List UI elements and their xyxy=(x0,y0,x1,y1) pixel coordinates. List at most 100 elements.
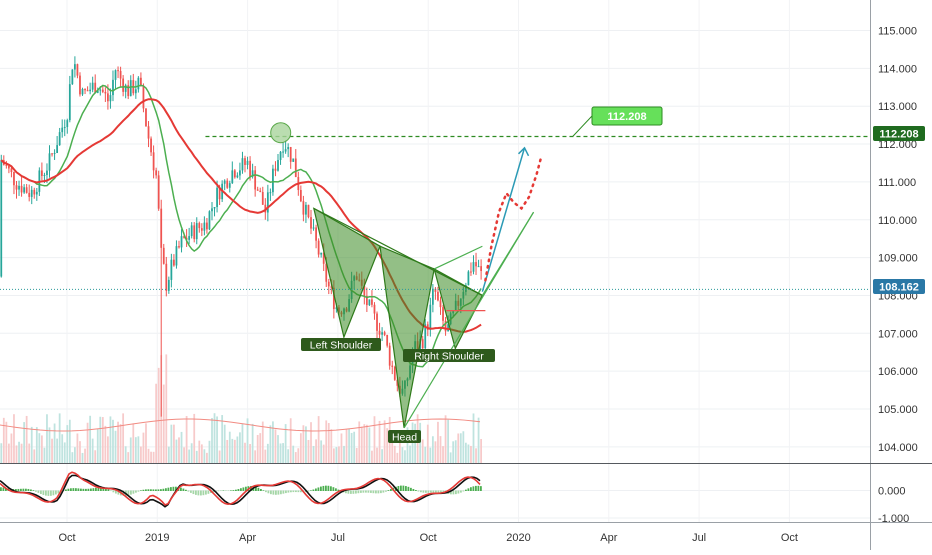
candle-body xyxy=(99,89,102,91)
macd-histogram-bar xyxy=(355,490,357,494)
volume-bar xyxy=(439,436,442,463)
macd-histogram-bar xyxy=(345,490,347,494)
candle-body xyxy=(96,90,99,93)
candle-body xyxy=(58,132,61,146)
macd-histogram-bar xyxy=(140,490,142,491)
volume-bar xyxy=(426,424,429,463)
top-marker-circle xyxy=(270,122,292,144)
candle-body xyxy=(41,170,43,176)
macd-histogram-bar xyxy=(427,490,430,493)
volume-bar xyxy=(251,423,254,463)
macd-histogram-bar xyxy=(40,490,42,494)
candle-body xyxy=(193,225,196,240)
macd-histogram-bar xyxy=(202,490,205,496)
volume-bar xyxy=(76,433,79,463)
candle-body xyxy=(104,91,107,94)
volume-bar xyxy=(325,420,328,463)
macd-histogram-bar xyxy=(285,490,287,494)
candle-body xyxy=(396,379,399,386)
price-tick-label: 114.000 xyxy=(878,63,917,75)
candle-body xyxy=(84,88,86,91)
macd-histogram-bar xyxy=(15,489,17,491)
macd-histogram-bar xyxy=(372,490,375,494)
wedge-upper-line xyxy=(433,245,483,270)
volume-bar xyxy=(140,446,142,463)
volume-bar xyxy=(226,439,229,463)
candle-body xyxy=(312,227,315,229)
macd-histogram-bar xyxy=(460,490,462,493)
volume-bar xyxy=(269,425,272,463)
osc-tick-label: -1.000 xyxy=(878,513,909,525)
volume-bar xyxy=(363,424,366,463)
macd-histogram-bar xyxy=(457,490,460,494)
volume-bar xyxy=(137,436,140,463)
pattern-labels: Left Shoulder Head Right Shoulder xyxy=(301,338,495,444)
volume-bar xyxy=(322,444,325,463)
time-tick-label: Jul xyxy=(692,532,706,544)
volume-bar xyxy=(246,418,249,463)
macd-histogram-bar xyxy=(347,490,350,494)
volume-bar xyxy=(287,449,290,463)
volume-bar xyxy=(348,428,350,463)
candle-body xyxy=(51,153,53,155)
left-shoulder-label-bg xyxy=(301,338,381,351)
volume-bar xyxy=(259,433,262,463)
macd-histogram-bar xyxy=(180,487,182,491)
candle-body xyxy=(332,287,335,310)
candle-body xyxy=(244,158,246,165)
macd-histogram-bar xyxy=(467,488,470,491)
macd-histogram-bar xyxy=(250,486,252,491)
candle-body xyxy=(190,225,193,237)
candle-body xyxy=(213,207,216,209)
macd-histogram-bar xyxy=(17,488,20,491)
candle-body xyxy=(18,185,20,190)
candle-body xyxy=(292,158,295,162)
macd-histogram-bar xyxy=(365,490,367,493)
volume-bar xyxy=(391,438,394,463)
volume-bar xyxy=(454,440,457,463)
candle-body xyxy=(315,227,317,241)
volume-bar xyxy=(459,433,462,463)
macd-histogram-bar xyxy=(25,488,27,491)
macd-histogram-bar xyxy=(22,488,25,491)
macd-histogram-bar xyxy=(142,489,145,491)
candle-body xyxy=(274,168,277,171)
candle-body xyxy=(89,89,92,92)
candle-body xyxy=(170,259,173,280)
candle-body xyxy=(157,175,160,209)
candle-body xyxy=(363,285,366,296)
candle-body xyxy=(467,271,470,286)
volume-bar xyxy=(58,413,61,463)
candle-body xyxy=(287,147,290,150)
volume-bar xyxy=(256,434,259,463)
macd-histogram-bar xyxy=(420,490,422,493)
projection-arrow-head xyxy=(517,146,530,157)
candle-body xyxy=(254,170,257,190)
head-label-bg xyxy=(388,430,421,443)
candle-body xyxy=(325,263,328,282)
volume-bar xyxy=(223,424,226,463)
macd-histogram-bar xyxy=(67,488,70,491)
macd-histogram-bar xyxy=(422,490,425,493)
volume-bar xyxy=(10,433,13,463)
volume-bar xyxy=(30,426,33,463)
volume-bar xyxy=(79,441,81,463)
candle-body xyxy=(437,291,439,301)
volume-bar xyxy=(470,445,472,463)
candle-body xyxy=(91,82,94,90)
macd-histogram-bar xyxy=(197,490,200,496)
candle-body xyxy=(277,159,279,171)
macd-histogram-bar xyxy=(295,490,297,493)
macd-histogram-bar xyxy=(195,490,197,495)
macd-histogram-bar xyxy=(70,488,72,491)
macd-histogram-bar xyxy=(130,490,132,495)
macd-histogram-bar xyxy=(222,490,225,491)
time-tick-label: Jul xyxy=(331,532,345,544)
volume-bar xyxy=(38,433,41,463)
volume-bar xyxy=(101,417,104,463)
candle-body xyxy=(317,240,320,255)
volume-bar xyxy=(338,446,340,463)
